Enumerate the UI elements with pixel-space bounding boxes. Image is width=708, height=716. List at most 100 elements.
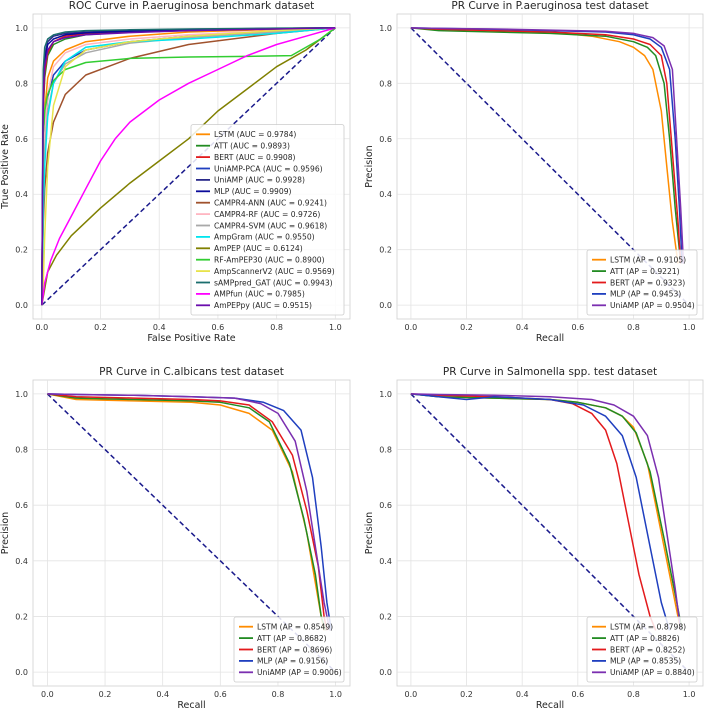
- legend-entry: AmpGram (AUC = 0.9550): [214, 233, 315, 242]
- legend-entry: AmPEPpy (AUC = 0.9515): [214, 301, 312, 310]
- y-tick-label: 0.4: [15, 557, 28, 566]
- y-tick-label: 0.8: [379, 446, 392, 455]
- x-tick-label: 0.6: [571, 323, 584, 332]
- y-tick-label: 0.4: [15, 190, 28, 199]
- y-tick-label: 0.0: [379, 668, 392, 677]
- legend-box: [586, 616, 698, 683]
- chart-title: PR Curve in Salmonella spp. test dataset: [443, 366, 657, 378]
- legend-entry: MLP (AP = 0.8535): [610, 657, 681, 666]
- series-line-4: [410, 393, 671, 631]
- series-line-10: [41, 27, 336, 306]
- x-axis-label: Recall: [177, 700, 205, 711]
- y-tick-label: 0.0: [15, 301, 28, 310]
- y-tick-label: 0.6: [15, 135, 28, 144]
- series-line-2: [47, 393, 327, 631]
- y-axis-label: Precision: [364, 512, 375, 554]
- legend-entry: MLP (AUC = 0.9909): [214, 187, 292, 196]
- diagonal-reference-line: [46, 393, 337, 673]
- x-tick-label: 0.2: [460, 323, 473, 332]
- series-line-15: [41, 27, 336, 306]
- legend-entry: RF-AmPEP30 (AUC = 0.8900): [214, 256, 325, 265]
- x-tick-label: 0.0: [41, 690, 54, 699]
- legend: LSTM (AUC = 0.9784) ATT (AUC = 0.9893) BER…: [190, 124, 345, 316]
- y-tick-label: 0.8: [15, 446, 28, 455]
- x-tick-label: 0.0: [35, 323, 48, 332]
- x-tick-label: 1.0: [329, 690, 342, 699]
- legend-entry: ATT (AP = 0.8682): [257, 634, 327, 643]
- panel-4: 0.0 0.2 0.4 0.6 0.8 1.0 0.0 0.2 0.4 0.6 0.8 1.0 PR C…: [364, 366, 704, 711]
- x-tick-label: 0.8: [272, 690, 285, 699]
- diagonal-reference-line: [410, 27, 690, 306]
- legend-entry: UniAMP (AP = 0.9006): [257, 668, 342, 677]
- x-tick-label: 0.6: [212, 323, 225, 332]
- panel-2: 0.0 0.2 0.4 0.6 0.8 1.0 0.0 0.2 0.4 0.6 0.8 1.0 PR C…: [364, 0, 704, 344]
- legend-entry: BERT (AP = 0.9323): [610, 278, 685, 287]
- y-tick-label: 0.2: [379, 246, 392, 255]
- series-line-3: [410, 393, 657, 631]
- diagonal-reference-line: [41, 27, 336, 306]
- y-axis-label: True Positive Rate: [0, 124, 11, 210]
- series-line-11: [41, 27, 336, 306]
- x-tick-label: 0.8: [627, 323, 640, 332]
- legend-entry: UniAMP (AP = 0.8840): [610, 668, 695, 677]
- series-line-1: [47, 393, 325, 631]
- x-tick-label: 1.0: [683, 690, 696, 699]
- y-tick-label: 0.8: [15, 79, 28, 88]
- y-tick-label: 0.2: [15, 246, 28, 255]
- y-tick-label: 1.0: [15, 24, 28, 33]
- x-tick-label: 1.0: [329, 323, 342, 332]
- legend-entry: ATT (AP = 0.9221): [610, 267, 680, 276]
- y-tick-label: 1.0: [379, 24, 392, 33]
- panel-3: 0.0 0.2 0.4 0.6 0.8 1.0 0.0 0.2 0.4 0.6 0.8 1.0 PR C…: [0, 366, 351, 711]
- legend-box: [233, 616, 345, 683]
- y-tick-label: 0.2: [15, 612, 28, 621]
- diagonal-reference-line: [410, 393, 690, 673]
- y-tick-label: 0.8: [379, 79, 392, 88]
- chart-title: ROC Curve in P.aeruginosa benchmark data…: [69, 0, 315, 12]
- series-line-12: [41, 27, 336, 306]
- series-line-5: [410, 393, 682, 631]
- series-line-3: [410, 27, 682, 264]
- legend-entry: CAMPR4-ANN (AUC = 0.9241): [214, 199, 327, 208]
- y-axis-label: Precision: [364, 145, 375, 187]
- series-line-14: [41, 27, 336, 306]
- series-line-5: [47, 393, 331, 631]
- legend-entry: ATT (AUC = 0.9893): [214, 142, 290, 151]
- x-tick-label: 0.4: [156, 690, 169, 699]
- x-tick-label: 0.4: [516, 690, 529, 699]
- legend-entry: AmPEP (AUC = 0.6124): [214, 244, 303, 253]
- x-tick-label: 0.2: [99, 690, 112, 699]
- y-tick-label: 0.4: [379, 190, 392, 199]
- y-tick-label: 0.4: [379, 557, 392, 566]
- legend-entry: BERT (AUC = 0.9908): [214, 153, 296, 162]
- y-tick-label: 1.0: [379, 390, 392, 399]
- y-tick-label: 0.6: [379, 501, 392, 510]
- series-line-2: [410, 27, 682, 264]
- legend-entry: CAMPR4-RF (AUC = 0.9726): [214, 210, 320, 219]
- legend-entry: UniAMP (AP = 0.9504): [610, 301, 695, 310]
- legend-entry: UniAMP-PCA (AUC = 0.9596): [214, 164, 323, 173]
- legend-entry: ATT (AP = 0.8826): [610, 634, 680, 643]
- legend-entry: MLP (AP = 0.9156): [257, 657, 328, 666]
- legend-entry: CAMPR4-SVM (AUC = 0.9618): [214, 221, 327, 230]
- series-line-16: [41, 27, 336, 306]
- legend-entry: BERT (AP = 0.8696): [257, 645, 332, 654]
- legend-entry: LSTM (AP = 0.8549): [257, 623, 333, 632]
- legend-entry: BERT (AP = 0.8252): [610, 645, 685, 654]
- x-tick-label: 0.2: [460, 690, 473, 699]
- x-tick-label: 0.0: [405, 690, 418, 699]
- x-tick-label: 0.4: [153, 323, 166, 332]
- y-tick-label: 0.0: [379, 301, 392, 310]
- x-axis-label: Recall: [536, 333, 564, 344]
- x-tick-label: 0.6: [214, 690, 227, 699]
- legend-entry: LSTM (AP = 0.9105): [610, 256, 686, 265]
- x-axis-label: Recall: [536, 700, 564, 711]
- legend-entry: LSTM (AP = 0.8798): [610, 623, 686, 632]
- legend-entry: sAMPpred_GAT (AUC = 0.9943): [214, 278, 333, 287]
- y-tick-label: 0.6: [15, 501, 28, 510]
- x-tick-label: 0.6: [571, 690, 584, 699]
- legend-entry: AMPfun (AUC = 0.7985): [214, 290, 305, 299]
- y-tick-label: 0.0: [15, 668, 28, 677]
- legend-box: [586, 249, 698, 316]
